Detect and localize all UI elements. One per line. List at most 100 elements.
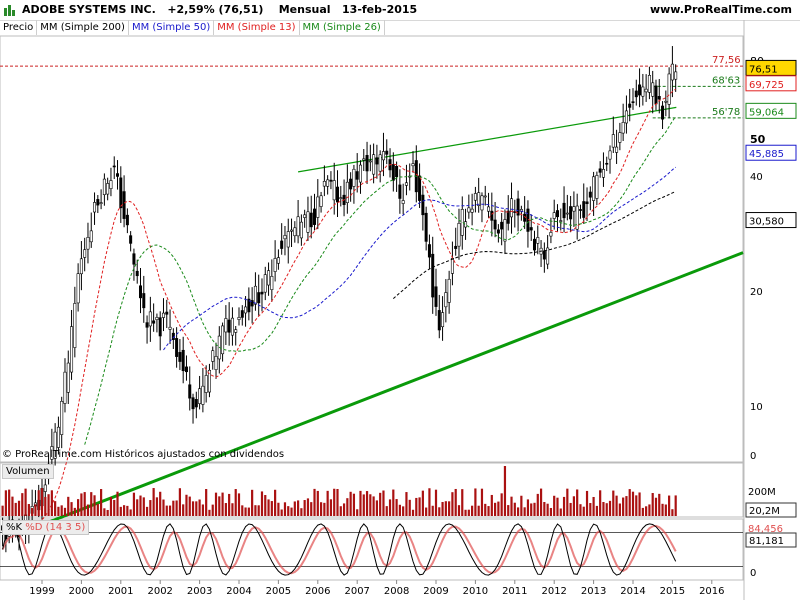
candle-body: [211, 350, 215, 362]
volume-bar: [648, 504, 651, 516]
x-axis-label: 1999: [29, 586, 54, 597]
legend-ma26[interactable]: MM (Simple 26): [300, 20, 385, 35]
candle-body: [355, 171, 359, 180]
volume-bar: [326, 490, 329, 516]
candle-body: [457, 222, 461, 247]
legend-ma13[interactable]: MM (Simple 13): [214, 20, 300, 35]
volume-bar: [497, 501, 500, 516]
candle-body: [161, 312, 165, 318]
volume-bar: [549, 507, 553, 516]
volume-bar: [316, 490, 319, 516]
candle-body: [221, 325, 225, 355]
stoch-k-line: [2, 523, 677, 576]
volume-bar: [119, 506, 122, 516]
volume-bar: [635, 495, 638, 516]
instrument-name: ADOBE SYSTEMS INC.: [22, 3, 156, 16]
x-axis-label: 2006: [305, 586, 330, 597]
candle-body: [631, 101, 635, 103]
volume-bar: [425, 507, 428, 516]
volume-bar: [441, 502, 444, 516]
x-axis-label: 2015: [660, 586, 685, 597]
volume-bar: [280, 509, 283, 516]
indicator-legend: Precio MM (Simple 200) MM (Simple 50) MM (S…: [0, 20, 385, 35]
candle-body: [293, 227, 297, 237]
volume-bar: [290, 507, 293, 516]
candle-body: [152, 320, 156, 324]
site-url[interactable]: www.ProRealTime.com: [649, 3, 792, 16]
candle-body: [510, 198, 514, 218]
volume-bar: [205, 489, 208, 516]
candle-body: [657, 96, 661, 100]
volume-bar: [661, 503, 664, 516]
candle-body: [565, 212, 569, 215]
candle-body: [184, 366, 188, 373]
volume-bar: [431, 505, 434, 516]
volume-bar: [4, 490, 7, 516]
candle-body: [214, 356, 218, 370]
candle-body: [378, 154, 382, 172]
x-axis-label: 2000: [69, 586, 94, 597]
candle-body: [224, 318, 228, 333]
volume-bar: [375, 500, 378, 516]
candle-body: [158, 317, 162, 337]
volume-bar: [191, 501, 195, 516]
volume-bar: [510, 496, 513, 516]
candle-body: [349, 178, 353, 190]
volume-bar: [132, 492, 136, 516]
volume-bar: [359, 490, 362, 516]
legend-ma50[interactable]: MM (Simple 50): [129, 20, 215, 35]
volume-bar: [126, 505, 129, 516]
candle-body: [601, 169, 605, 178]
candle-body: [43, 484, 47, 492]
candle-body: [313, 208, 317, 225]
volume-bar: [228, 493, 231, 516]
volume-bar: [595, 505, 598, 516]
volume-bar: [44, 496, 47, 516]
volume-bar: [319, 502, 323, 516]
candle-body: [674, 71, 678, 80]
x-axis-label: 2003: [187, 586, 212, 597]
candle-body: [112, 165, 116, 168]
candle-body: [477, 192, 481, 206]
volume-bar: [96, 503, 99, 516]
volume-bar: [103, 508, 106, 516]
volume-bar: [50, 490, 53, 516]
legend-ma200[interactable]: MM (Simple 200): [37, 20, 129, 35]
candle-body: [529, 227, 533, 231]
candle-body: [391, 164, 395, 181]
y-axis-label: 50: [750, 133, 766, 146]
volume-bar: [415, 497, 418, 516]
legend-price[interactable]: Precio: [0, 20, 38, 35]
candle-body: [168, 326, 172, 330]
candle-body: [257, 292, 261, 304]
candle-body: [194, 399, 198, 408]
candle-body: [582, 201, 586, 218]
ma200-value-box: [745, 212, 797, 229]
candle-body: [598, 168, 602, 173]
candle-body: [319, 195, 323, 207]
candle-body: [303, 214, 307, 218]
volume-bar: [267, 499, 270, 516]
candle-body: [441, 312, 445, 328]
ma26-value-box-text: 59,064: [749, 107, 784, 118]
volume-bar: [168, 505, 172, 516]
volume-bar: [218, 496, 221, 516]
volume-bar: [159, 491, 162, 516]
candle-body: [299, 221, 303, 239]
candle-body: [421, 194, 425, 216]
candle-body: [418, 175, 422, 201]
candle-body: [270, 276, 274, 290]
candle-body: [165, 311, 169, 315]
volume-bar: [536, 493, 539, 516]
volume-bar: [306, 498, 310, 516]
candle-body: [201, 385, 205, 405]
candle-body: [148, 311, 152, 327]
x-axis-label: 2001: [108, 586, 133, 597]
candles-group: [1, 46, 678, 553]
volume-panel-label: Volumen: [2, 464, 54, 479]
volume-bar: [530, 503, 533, 516]
volume-bar: [27, 504, 30, 516]
volume-tick-200m: 200M: [748, 487, 776, 498]
volume-bar: [582, 506, 585, 516]
